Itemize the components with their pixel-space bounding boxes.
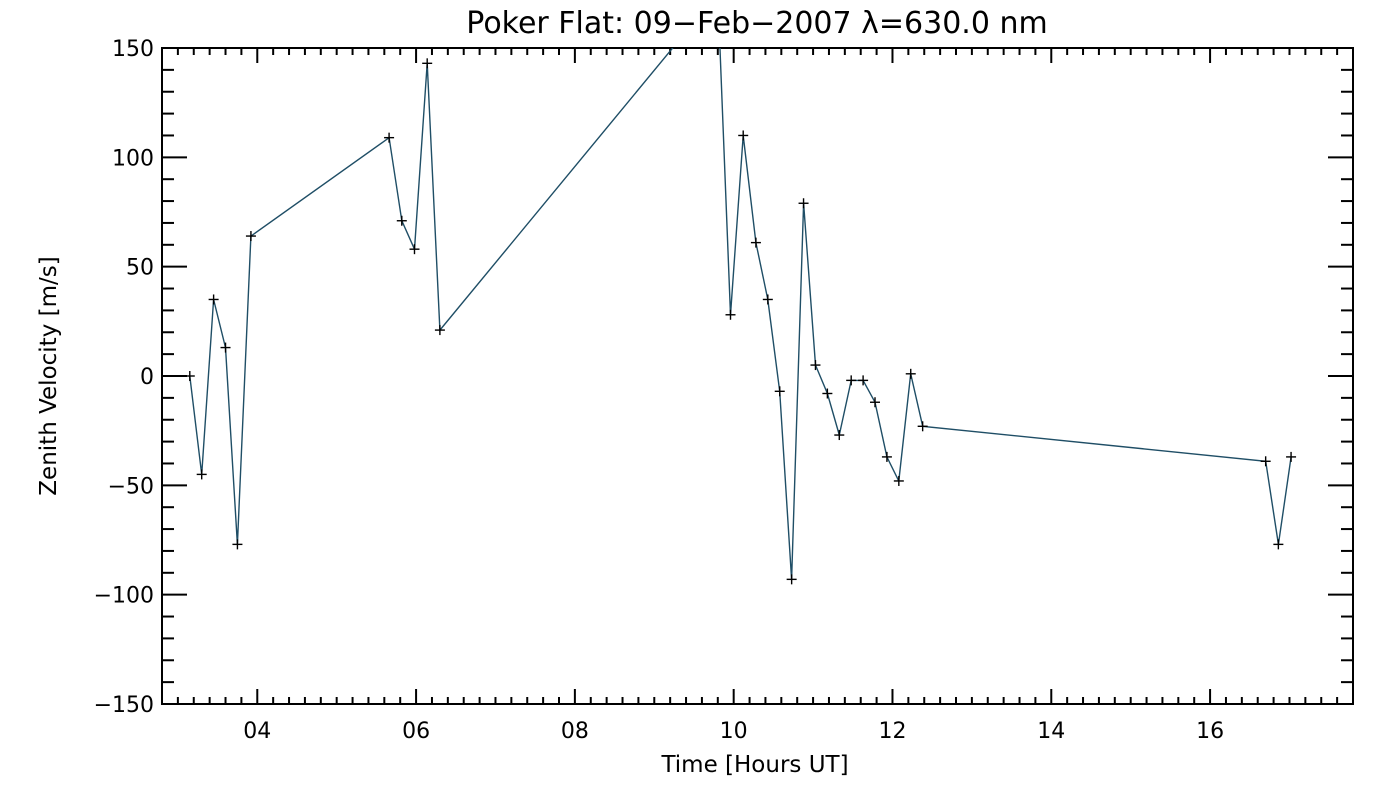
data-point	[1286, 451, 1297, 462]
data-point	[846, 375, 857, 386]
data-point	[870, 397, 881, 408]
x-tick-labels: 04 06 08 10 12 14 16	[243, 719, 1224, 744]
data-point	[798, 198, 809, 209]
data-point	[1273, 539, 1284, 550]
x-tick-label: 10	[720, 719, 748, 744]
data-point	[434, 325, 445, 336]
data-point	[881, 451, 892, 462]
x-tick-label: 06	[402, 719, 430, 744]
y-tick-label: 150	[112, 37, 154, 62]
data-point	[810, 360, 821, 371]
x-tick-label: 16	[1196, 719, 1224, 744]
y-tick-labels: −150 −100 −50 0 50 100 150	[94, 37, 154, 718]
data-point	[384, 132, 395, 143]
data-point	[750, 237, 761, 248]
data-point	[245, 231, 256, 242]
data-point	[208, 294, 219, 305]
x-tick-label: 08	[561, 719, 589, 744]
data-point	[762, 294, 773, 305]
data-point	[774, 386, 785, 397]
data-point	[905, 368, 916, 379]
x-axis-label: Time [Hours UT]	[660, 752, 848, 778]
data-point	[725, 309, 736, 320]
y-axis-label: Zenith Velocity [m/s]	[36, 256, 62, 495]
data-point	[220, 342, 231, 353]
data-point	[834, 430, 845, 441]
data-point	[1260, 456, 1271, 467]
x-tick-label: 14	[1037, 719, 1065, 744]
y-tick-label: 100	[112, 146, 154, 171]
data-point	[396, 215, 407, 226]
axis-ticks	[161, 47, 1354, 705]
y-tick-label: −50	[108, 474, 154, 499]
series-line	[189, 48, 1292, 580]
data-point	[738, 130, 749, 141]
y-tick-label: −100	[94, 584, 154, 609]
data-point	[422, 58, 433, 69]
data-point	[409, 244, 420, 255]
data-point	[858, 375, 869, 386]
series	[184, 48, 1297, 585]
plot-frame	[161, 47, 1354, 705]
x-tick-label: 12	[878, 719, 906, 744]
chart-title: Poker Flat: 09−Feb−2007 λ=630.0 nm	[466, 6, 1047, 41]
y-tick-label: 50	[126, 256, 154, 281]
data-point	[893, 475, 904, 486]
data-point	[822, 388, 833, 399]
y-tick-label: 0	[140, 365, 154, 390]
y-tick-label: −150	[94, 693, 154, 718]
data-point	[196, 469, 207, 480]
data-point	[786, 574, 797, 585]
data-point	[917, 421, 928, 432]
x-tick-label: 04	[243, 719, 271, 744]
data-point	[184, 371, 195, 381]
data-point	[232, 539, 243, 550]
